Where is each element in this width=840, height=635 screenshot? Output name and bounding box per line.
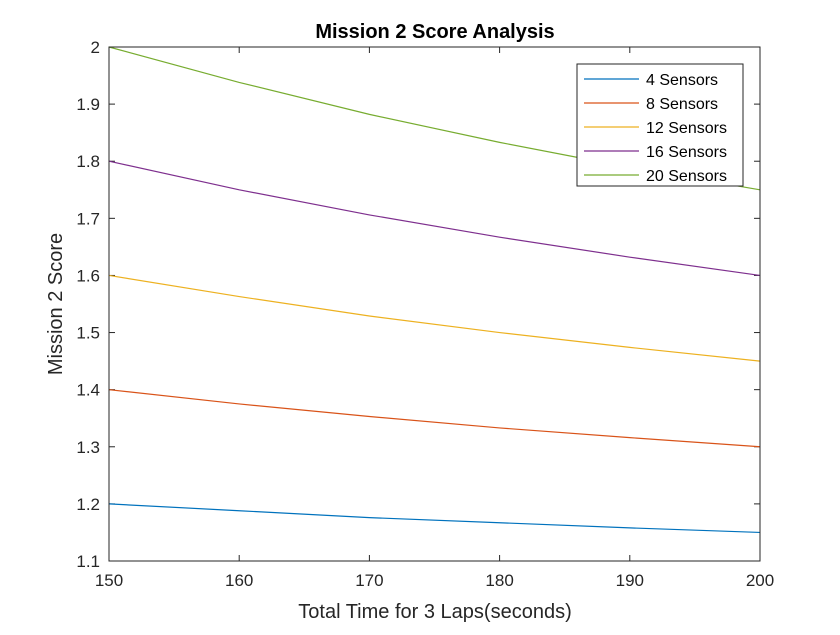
y-tick-label: 1.3 <box>76 438 100 457</box>
y-tick-label: 1.6 <box>76 266 100 285</box>
legend-label-16-sensors: 16 Sensors <box>646 144 727 161</box>
x-tick-label: 160 <box>225 571 253 590</box>
y-tick-label: 1.8 <box>76 152 100 171</box>
chart-title: Mission 2 Score Analysis <box>315 21 554 43</box>
y-tick-label: 1.2 <box>76 495 100 514</box>
x-tick-label: 150 <box>95 571 123 590</box>
series-line-16-sensors <box>108 160 761 277</box>
axes-box <box>108 46 761 562</box>
legend-label-4-sensors: 4 Sensors <box>646 72 718 89</box>
x-tick-label: 200 <box>746 571 774 590</box>
y-tick-label: 1.5 <box>76 324 100 343</box>
series-line-12-sensors <box>108 274 761 362</box>
series-line-4-sensors <box>108 503 761 534</box>
y-tick-label: 1.4 <box>76 381 100 400</box>
legend-label-20-sensors: 20 Sensors <box>646 168 727 185</box>
x-tick-label: 180 <box>485 571 513 590</box>
x-tick-label: 170 <box>355 571 383 590</box>
legend-label-12-sensors: 12 Sensors <box>646 120 727 137</box>
y-tick-label: 1.9 <box>76 95 100 114</box>
y-tick-label: 2 <box>91 38 100 57</box>
legend-label-8-sensors: 8 Sensors <box>646 96 718 113</box>
y-tick-label: 1.1 <box>76 552 100 571</box>
x-axis-title: Total Time for 3 Laps(seconds) <box>298 601 571 623</box>
series-line-8-sensors <box>108 389 761 448</box>
legend: 4 Sensors 8 Sensors 12 Sensors 16 Sensors 20… <box>576 63 744 187</box>
y-tick-label: 1.7 <box>76 209 100 228</box>
legend-box <box>576 63 744 187</box>
y-axis-title: Mission 2 Score <box>45 233 67 375</box>
x-tick-label: 190 <box>616 571 644 590</box>
